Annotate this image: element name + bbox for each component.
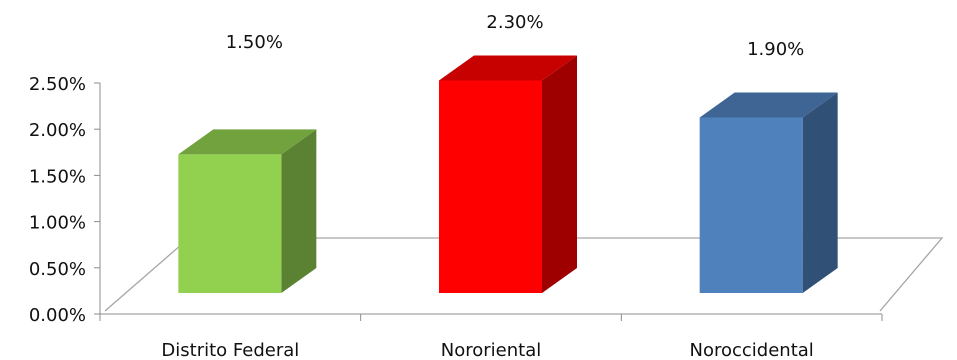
data-label: 1.90% xyxy=(747,39,804,60)
bar-front xyxy=(699,117,803,293)
x-category-label: Noroccidental xyxy=(690,340,814,360)
data-label: 2.30% xyxy=(486,12,543,33)
bar-top xyxy=(439,55,577,81)
bar-front xyxy=(439,80,542,293)
bar-side xyxy=(802,92,838,293)
labels-layer: 1.50% Distrito Federal 2.30% Nororiental 1.9… xyxy=(161,12,813,360)
bar-top xyxy=(699,92,838,118)
bar-nororiental xyxy=(439,55,577,294)
y-tick-label: 0.00% xyxy=(29,305,86,326)
bar-distrito-federal xyxy=(178,129,317,293)
x-category-label: Distrito Federal xyxy=(161,340,299,360)
bar-side xyxy=(542,55,577,294)
bar-top xyxy=(178,129,317,155)
y-tick-label: 1.50% xyxy=(29,166,86,187)
bar-front xyxy=(178,154,282,293)
bars-layer xyxy=(178,55,838,294)
x-category-label: Nororiental xyxy=(441,340,541,360)
bar-side xyxy=(281,129,317,293)
axis-layer: 0.00% 0.50% 1.00% 1.50% 2.00% 2.50% xyxy=(29,74,883,326)
y-tick-label: 0.50% xyxy=(29,259,86,280)
bar-noroccidental xyxy=(699,92,838,293)
data-label: 1.50% xyxy=(226,32,283,53)
y-tick-label: 1.00% xyxy=(29,213,86,234)
y-tick-label: 2.00% xyxy=(29,120,86,141)
y-tick-label: 2.50% xyxy=(29,74,86,95)
